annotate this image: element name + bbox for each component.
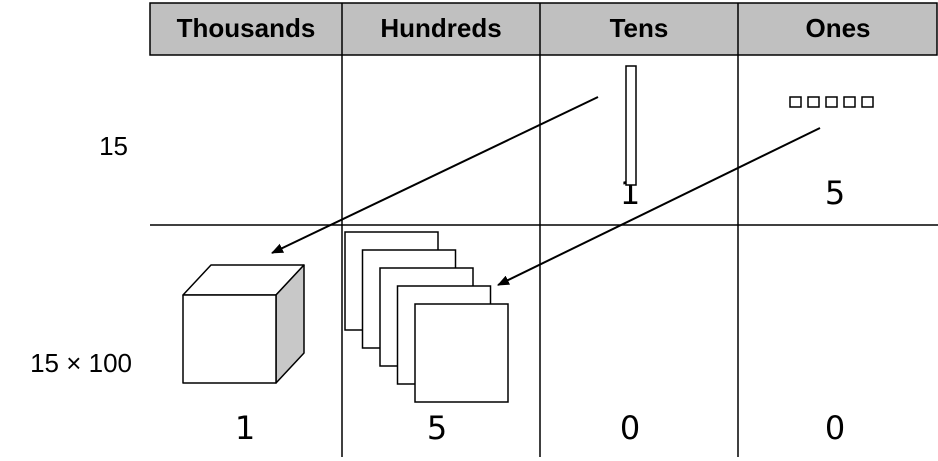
- column-header: Thousands: [177, 13, 316, 43]
- hundreds-flats: [344, 231, 509, 403]
- digit: 0: [620, 409, 640, 447]
- arrow: [271, 96, 599, 254]
- thousands-cube: [182, 264, 305, 384]
- digit: 1: [235, 409, 255, 447]
- arrow: [497, 127, 821, 286]
- column-header: Ones: [805, 13, 870, 43]
- tens-rod: [625, 65, 637, 186]
- column-header: Hundreds: [380, 13, 501, 43]
- row-label: 15 × 100: [30, 348, 132, 378]
- digit: 5: [427, 409, 447, 447]
- digit: 0: [825, 409, 845, 447]
- digit: 5: [825, 174, 845, 212]
- row-label: 15: [99, 131, 128, 161]
- ones-units: [789, 96, 874, 108]
- header-background: [149, 2, 938, 56]
- column-header: Tens: [610, 13, 669, 43]
